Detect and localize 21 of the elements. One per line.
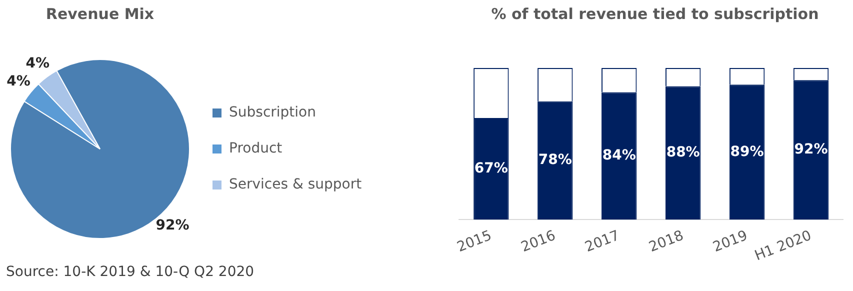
legend-label: Services & support: [229, 176, 362, 193]
chart-title: % of total revenue tied to subscription: [490, 4, 820, 24]
legend-label: Subscription: [229, 104, 316, 121]
data-label: 88%: [666, 144, 700, 161]
data-label: 4%: [6, 74, 30, 90]
x-tick-label: 2017: [582, 228, 622, 256]
source-note: Source: 10-K 2019 & 10-Q Q2 2020: [6, 264, 254, 280]
data-label: 78%: [538, 152, 572, 168]
data-label: 92%: [156, 217, 190, 234]
data-label: 67%: [474, 160, 508, 176]
x-tick-label: 2015: [454, 228, 494, 256]
x-tick-label: H1 2020: [752, 228, 814, 264]
legend-label: Product: [229, 140, 283, 157]
data-label: 89%: [730, 144, 764, 160]
chart-title: Revenue Mix: [44, 4, 156, 24]
x-tick-label: 2019: [710, 228, 750, 256]
data-label: 4%: [26, 56, 50, 72]
data-label: 92%: [794, 142, 828, 158]
data-label: 84%: [602, 148, 636, 164]
x-tick-label: 2016: [518, 228, 558, 256]
x-tick-label: 2018: [646, 228, 686, 256]
